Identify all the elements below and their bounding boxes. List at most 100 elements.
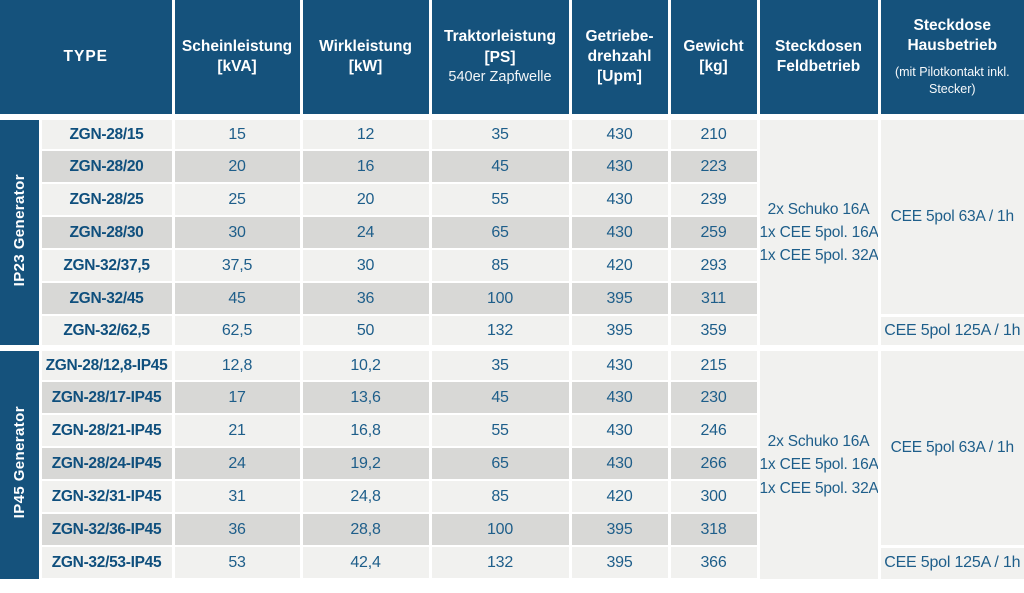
kva-cell: 36 (171, 513, 303, 547)
header-label: Traktorleistung (444, 28, 556, 46)
header-label: Scheinleistung (181, 37, 293, 55)
upm-cell: 420 (568, 249, 671, 283)
header-row: TYPE Scheinleistung [kVA] Wirkleistung [… (0, 0, 1024, 120)
kva-cell: 15 (171, 117, 303, 151)
spec-row: ZGN-28/17-IP45 17 13,6 45 430 230 (0, 381, 1024, 415)
header-unit: [kVA] (217, 58, 257, 75)
ps-cell: 35 (428, 345, 572, 382)
kva-cell: 25 (171, 183, 303, 217)
upm-cell: 430 (568, 183, 671, 217)
col-header-type: TYPE (0, 0, 175, 120)
spec-row: ZGN-28/30 30 24 65 430 259 (0, 216, 1024, 250)
upm-cell: 395 (568, 546, 671, 580)
header-label: Gewicht (683, 37, 744, 55)
type-cell: ZGN-28/15 (38, 117, 175, 151)
upm-cell: 430 (568, 447, 671, 481)
feldbetrieb-line: 2x Schuko 16A (767, 433, 870, 451)
spec-row: ZGN-32/31-IP45 31 24,8 85 420 300 (0, 480, 1024, 514)
feldbetrieb-cell: 2x Schuko 16A 1x CEE 5pol. 16A 1x CEE 5pol… (756, 117, 881, 348)
header-unit: [kW] (348, 58, 383, 75)
upm-cell: 430 (568, 150, 671, 184)
kw-cell: 16 (299, 150, 432, 184)
col-header-gewicht: Gewicht [kg] (667, 0, 760, 120)
kva-cell: 62,5 (171, 315, 303, 349)
kw-cell: 19,2 (299, 447, 432, 481)
kw-cell: 13,6 (299, 381, 432, 415)
type-cell: ZGN-32/36-IP45 (38, 513, 175, 547)
spec-row: ZGN-28/24-IP45 24 19,2 65 430 266 (0, 447, 1024, 481)
ps-cell: 132 (428, 546, 572, 580)
type-cell: ZGN-32/53-IP45 (38, 546, 175, 580)
section-ip45: IP45 Generator ZGN-28/12,8-IP45 12,8 10,2 35… (0, 345, 1024, 580)
col-header-steckdose-hausbetrieb: Steckdose Hausbetrieb (mit Pilotkontakt … (877, 0, 1024, 120)
hausbetrieb-last-cell: CEE 5pol 125A / 1h (877, 544, 1024, 579)
header-label: Steckdose (913, 16, 992, 34)
spec-row: IP23 Generator ZGN-28/15 15 12 35 430 210 2x Sc… (0, 117, 1024, 348)
ps-cell: 100 (428, 282, 572, 316)
hausbetrieb-cell: CEE 5pol 63A / 1h (877, 345, 1024, 546)
col-header-wirkleistung: Wirkleistung [kW] (299, 0, 432, 120)
kw-cell: 36 (299, 282, 432, 316)
table-header: TYPE Scheinleistung [kVA] Wirkleistung [… (0, 0, 1024, 120)
feldbetrieb-line: 1x CEE 5pol. 32A (759, 247, 879, 265)
kw-cell: 30 (299, 249, 432, 283)
type-cell: ZGN-32/62,5 (38, 315, 175, 349)
spec-row: IP45 Generator ZGN-28/12,8-IP45 12,8 10,2 35… (0, 345, 1024, 579)
ps-cell: 132 (428, 315, 572, 349)
ps-cell: 35 (428, 117, 572, 151)
kw-cell: 24 (299, 216, 432, 250)
header-note: (mit Pilotkontakt inkl. Stecker) (894, 65, 1010, 97)
spec-row: ZGN-32/37,5 37,5 30 85 420 293 (0, 249, 1024, 283)
feldbetrieb-line: 1x CEE 5pol. 16A (759, 223, 879, 241)
kva-cell: 31 (171, 480, 303, 514)
type-cell: ZGN-28/30 (38, 216, 175, 250)
kg-cell: 318 (667, 513, 760, 547)
kw-cell: 42,4 (299, 546, 432, 580)
kva-cell: 21 (171, 414, 303, 448)
type-cell: ZGN-32/45 (38, 282, 175, 316)
kg-cell: 300 (667, 480, 760, 514)
upm-cell: 430 (568, 117, 671, 151)
kva-cell: 17 (171, 381, 303, 415)
spec-row: ZGN-28/20 20 16 45 430 223 (0, 150, 1024, 184)
spec-row: ZGN-32/45 45 36 100 395 311 (0, 282, 1024, 316)
ps-cell: 45 (428, 381, 572, 415)
kva-cell: 20 (171, 150, 303, 184)
col-header-scheinleistung: Scheinleistung [kVA] (171, 0, 303, 120)
section-label: IP45 Generator (10, 406, 28, 519)
hausbetrieb-cell: CEE 5pol 63A / 1h (877, 117, 1024, 315)
kva-cell: 45 (171, 282, 303, 316)
ps-cell: 45 (428, 150, 572, 184)
header-subnote: 540er Zapfwelle (448, 68, 552, 85)
col-header-getriebedrehzahl: Getriebe- drehzahl [Upm] (568, 0, 671, 120)
ps-cell: 55 (428, 414, 572, 448)
kg-cell: 259 (667, 216, 760, 250)
kg-cell: 246 (667, 414, 760, 448)
kg-cell: 366 (667, 546, 760, 580)
kw-cell: 28,8 (299, 513, 432, 547)
upm-cell: 430 (568, 345, 671, 382)
kva-cell: 30 (171, 216, 303, 250)
feldbetrieb-line: 1x CEE 5pol. 16A (759, 456, 879, 474)
header-label: drehzahl (587, 47, 652, 65)
type-cell: ZGN-28/24-IP45 (38, 447, 175, 481)
upm-cell: 430 (568, 381, 671, 415)
header-label: Getriebe- (585, 27, 654, 45)
spec-row: ZGN-32/36-IP45 36 28,8 100 395 318 (0, 513, 1024, 547)
spec-row: ZGN-28/25 25 20 55 430 239 (0, 183, 1024, 217)
kg-cell: 230 (667, 381, 760, 415)
kg-cell: 239 (667, 183, 760, 217)
kg-cell: 359 (667, 315, 760, 349)
kva-cell: 53 (171, 546, 303, 580)
generator-spec-table: TYPE Scheinleistung [kVA] Wirkleistung [… (0, 0, 1024, 580)
spec-row: ZGN-32/62,5 62,5 50 132 395 359 CEE 5pol 125A … (0, 313, 1024, 349)
header-unit: [PS] (484, 48, 516, 66)
kva-cell: 37,5 (171, 249, 303, 283)
type-cell: ZGN-28/17-IP45 (38, 381, 175, 415)
hausbetrieb-last-cell: CEE 5pol 125A / 1h (877, 313, 1024, 348)
kg-cell: 293 (667, 249, 760, 283)
upm-cell: 395 (568, 282, 671, 316)
ps-cell: 55 (428, 183, 572, 217)
spec-row: ZGN-32/53-IP45 53 42,4 132 395 366 CEE 5pol 12… (0, 544, 1024, 580)
section-label: IP23 Generator (10, 173, 28, 287)
